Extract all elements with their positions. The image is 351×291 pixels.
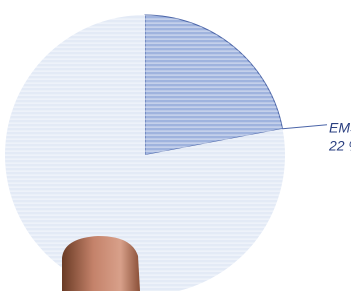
photo (62, 236, 140, 291)
slice-label: EMS (329, 119, 351, 135)
slice-value-label: 22 % (328, 137, 351, 153)
chart: EMS 22 % (0, 0, 351, 291)
pie: EMS 22 % (5, 15, 351, 291)
leader-line (283, 125, 327, 129)
